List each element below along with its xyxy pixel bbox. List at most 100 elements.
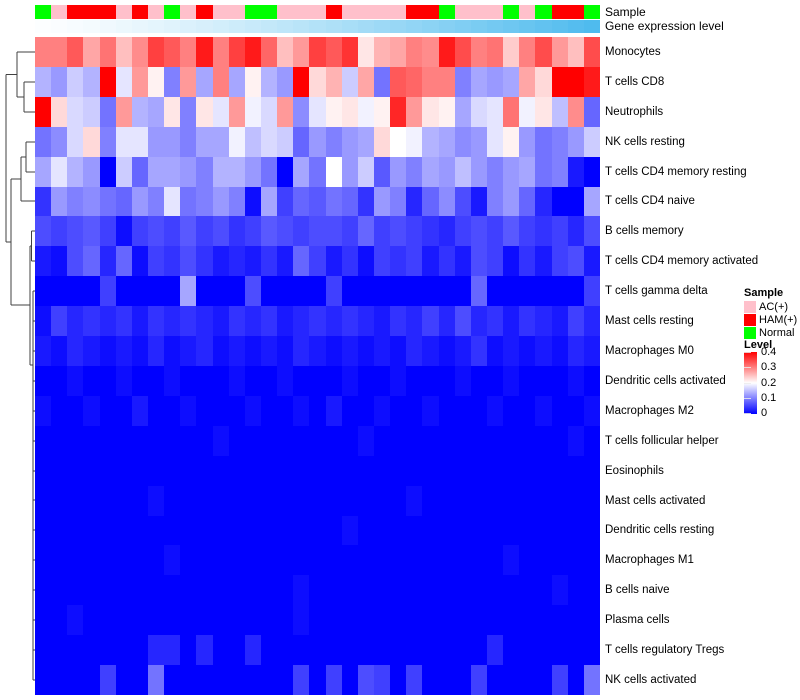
heatmap-cell bbox=[99, 485, 116, 516]
heatmap-cell bbox=[196, 485, 213, 516]
heatmap-cell bbox=[454, 37, 471, 67]
heatmap-cell bbox=[438, 96, 455, 127]
sample-annotation-cell bbox=[422, 5, 439, 19]
heatmap-cell bbox=[131, 306, 148, 337]
heatmap-cell bbox=[51, 365, 68, 396]
heatmap-cell bbox=[535, 276, 552, 307]
heatmap-cell bbox=[325, 66, 342, 97]
heatmap-cell bbox=[390, 575, 407, 606]
heatmap-cell bbox=[309, 186, 326, 217]
heatmap-cell bbox=[438, 246, 455, 277]
heatmap-cell bbox=[67, 635, 84, 666]
heatmap-cell bbox=[422, 605, 439, 636]
level-tick-dash bbox=[744, 367, 751, 369]
heatmap-cell bbox=[438, 485, 455, 516]
heatmap-cell bbox=[260, 186, 278, 217]
heatmap-cell bbox=[277, 336, 294, 366]
heatmap-cell bbox=[67, 37, 84, 67]
heatmap-cell bbox=[83, 365, 100, 396]
heatmap-cell bbox=[35, 306, 52, 337]
sample-annotation-cell bbox=[147, 5, 165, 19]
heatmap-cell bbox=[51, 515, 68, 546]
heatmap-cell bbox=[583, 306, 600, 337]
heatmap-cell bbox=[309, 635, 326, 666]
heatmap-cell bbox=[83, 395, 100, 426]
heatmap-cell bbox=[293, 216, 310, 247]
heatmap-cell bbox=[51, 216, 68, 247]
sample-annotation-cell bbox=[438, 5, 455, 19]
heatmap-cell bbox=[180, 365, 197, 396]
heatmap-cell bbox=[583, 575, 600, 606]
heatmap-cell bbox=[277, 96, 294, 127]
heatmap-cell bbox=[567, 306, 584, 337]
heatmap-cell bbox=[583, 96, 600, 127]
heatmap-cell bbox=[83, 216, 100, 247]
gene-annotation-cell bbox=[244, 20, 261, 33]
heatmap-cell bbox=[486, 246, 504, 277]
heatmap-cell bbox=[503, 395, 520, 426]
heatmap-cell bbox=[406, 545, 423, 576]
heatmap-cell bbox=[67, 96, 84, 127]
heatmap-cell bbox=[83, 665, 100, 695]
heatmap-cell bbox=[131, 485, 148, 516]
heatmap-cell bbox=[422, 96, 439, 127]
heatmap-cell bbox=[99, 665, 116, 695]
heatmap-cell bbox=[164, 96, 181, 127]
heatmap-cell bbox=[67, 485, 84, 516]
gene-annotation-label: Gene expression level bbox=[605, 19, 724, 33]
heatmap-cell bbox=[390, 126, 407, 157]
heatmap-cell bbox=[373, 156, 391, 187]
heatmap-cell bbox=[486, 66, 504, 97]
heatmap-cell bbox=[470, 395, 487, 426]
heatmap-cell bbox=[164, 156, 181, 187]
heatmap-cell bbox=[244, 515, 261, 546]
heatmap-cell bbox=[390, 515, 407, 546]
heatmap-cell bbox=[115, 246, 132, 277]
heatmap-cell bbox=[228, 306, 245, 337]
heatmap-cell bbox=[357, 66, 374, 97]
heatmap-cell bbox=[309, 665, 326, 695]
sample-annotation-cell bbox=[583, 5, 600, 19]
heatmap-cell bbox=[373, 665, 391, 695]
heatmap-cell bbox=[180, 66, 197, 97]
heatmap-cell bbox=[535, 96, 552, 127]
heatmap-cell bbox=[503, 455, 520, 486]
heatmap-cell bbox=[535, 365, 552, 396]
heatmap-cell bbox=[115, 216, 132, 247]
heatmap-cell bbox=[147, 306, 165, 337]
heatmap-cell bbox=[309, 66, 326, 97]
heatmap-cell bbox=[67, 395, 84, 426]
heatmap-cell bbox=[147, 276, 165, 307]
heatmap-cell bbox=[164, 665, 181, 695]
heatmap-cell bbox=[196, 365, 213, 396]
heatmap-cell bbox=[35, 66, 52, 97]
heatmap-cell bbox=[422, 186, 439, 217]
heatmap-cell bbox=[244, 425, 261, 456]
heatmap-cell bbox=[438, 336, 455, 366]
heatmap-cell bbox=[503, 216, 520, 247]
heatmap-cell bbox=[147, 665, 165, 695]
heatmap-cell bbox=[422, 425, 439, 456]
heatmap-cell bbox=[454, 66, 471, 97]
heatmap-cell bbox=[99, 425, 116, 456]
heatmap-cell bbox=[99, 365, 116, 396]
heatmap-cell bbox=[196, 156, 213, 187]
gene-annotation-cell bbox=[422, 20, 439, 33]
heatmap-cell bbox=[357, 635, 374, 666]
heatmap-cell bbox=[228, 605, 245, 636]
heatmap-cell bbox=[51, 246, 68, 277]
heatmap-cell bbox=[486, 485, 504, 516]
heatmap-cell bbox=[503, 575, 520, 606]
heatmap-cell bbox=[277, 545, 294, 576]
heatmap-cell bbox=[373, 365, 391, 396]
heatmap-cell bbox=[503, 425, 520, 456]
heatmap-cell bbox=[67, 665, 84, 695]
heatmap-cell bbox=[422, 455, 439, 486]
heatmap-cell bbox=[390, 635, 407, 666]
heatmap-cell bbox=[535, 126, 552, 157]
gene-annotation-cell bbox=[390, 20, 407, 33]
heatmap-cell bbox=[131, 37, 148, 67]
heatmap-cell bbox=[131, 575, 148, 606]
heatmap-cell bbox=[390, 545, 407, 576]
heatmap-cell bbox=[51, 306, 68, 337]
